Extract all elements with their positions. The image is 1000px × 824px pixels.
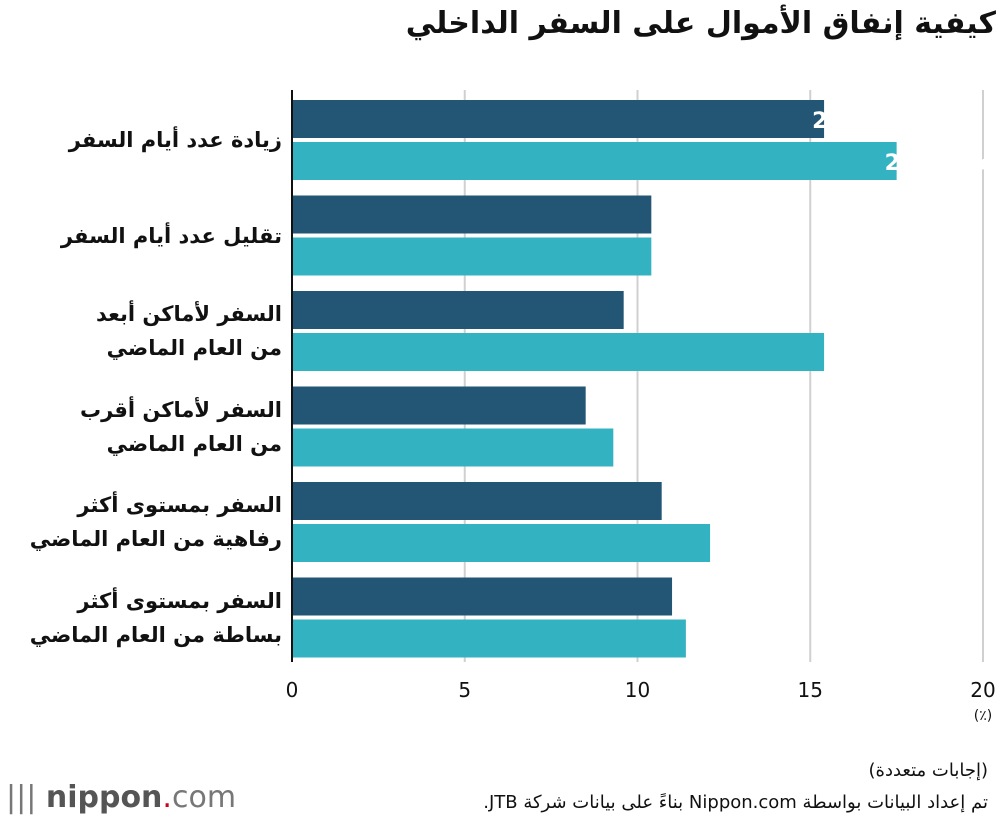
bar-2026 bbox=[292, 100, 825, 138]
chart-title: كيفية إنفاق الأموال على السفر الداخلي bbox=[405, 6, 996, 41]
category-label-line: من العام الماضي bbox=[106, 336, 282, 360]
category-label: السفر لأماكن أقرب من العام الماضي bbox=[2, 393, 282, 461]
x-tick-label: 0 bbox=[286, 678, 299, 702]
bar-2025 bbox=[292, 237, 652, 276]
category-label: السفر بمستوى أكثر بساطة من العام الماضي bbox=[2, 584, 282, 652]
category-label: تقليل عدد أيام السفر bbox=[2, 219, 282, 253]
x-tick-label: 5 bbox=[458, 678, 471, 702]
category-label-line: السفر بمستوى أكثر bbox=[77, 493, 282, 517]
category-label-line: تقليل عدد أيام السفر bbox=[60, 223, 282, 248]
category-label-line: السفر لأماكن أبعد bbox=[96, 302, 282, 326]
nippon-logo: ||| nippon.com bbox=[6, 780, 237, 815]
bar-2025 bbox=[292, 142, 897, 180]
x-tick-label: 15 bbox=[798, 678, 823, 702]
bar-2026 bbox=[292, 482, 662, 520]
category-label-line: من العام الماضي bbox=[106, 431, 282, 456]
x-tick-label: 20 bbox=[970, 678, 995, 702]
legend-label: عام 2025 bbox=[885, 151, 993, 176]
category-label: زيادة عدد أيام السفر bbox=[2, 123, 282, 157]
bar-2025 bbox=[292, 333, 825, 371]
bar-2026 bbox=[292, 291, 624, 329]
bar-2025 bbox=[292, 619, 686, 658]
category-label: السفر لأماكن أبعد من العام الماضي bbox=[2, 297, 282, 365]
legend-label: عام 2026 bbox=[812, 109, 920, 134]
bar-2025 bbox=[292, 428, 614, 467]
category-label-line: رفاهية من العام الماضي bbox=[29, 527, 282, 551]
category-label-line: السفر لأماكن أقرب bbox=[79, 397, 282, 422]
category-label-line: زيادة عدد أيام السفر bbox=[68, 128, 282, 152]
bar-2026 bbox=[292, 195, 652, 234]
category-label-line: السفر بمستوى أكثر bbox=[77, 588, 282, 613]
bar-2026 bbox=[292, 386, 586, 425]
category-label: السفر بمستوى أكثر رفاهية من العام الماضي bbox=[2, 488, 282, 556]
category-label-line: بساطة من العام الماضي bbox=[29, 622, 282, 647]
bar-2025 bbox=[292, 524, 711, 562]
x-unit-label: (٪) bbox=[974, 708, 992, 724]
source-note: تم إعداد البيانات بواسطة Nippon.com بناء… bbox=[483, 792, 988, 813]
x-tick-label: 10 bbox=[625, 678, 650, 702]
note-multiple: (إجابات متعددة) bbox=[868, 760, 988, 781]
bar-2026 bbox=[292, 577, 673, 616]
